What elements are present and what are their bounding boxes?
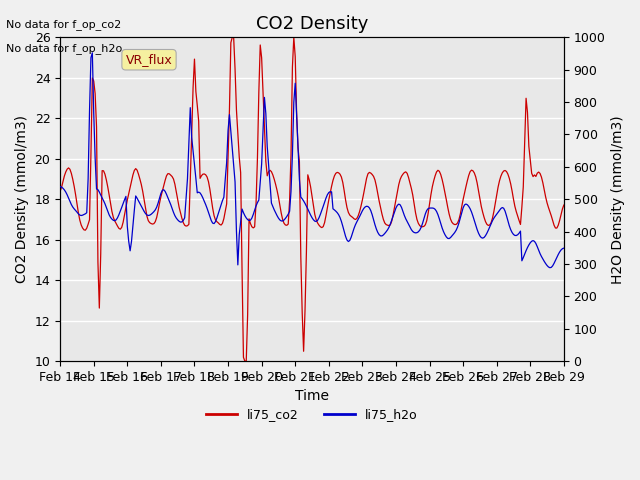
Text: No data for f_op_co2: No data for f_op_co2 (6, 19, 122, 30)
Title: CO2 Density: CO2 Density (256, 15, 368, 33)
Y-axis label: CO2 Density (mmol/m3): CO2 Density (mmol/m3) (15, 115, 29, 283)
X-axis label: Time: Time (295, 389, 329, 403)
Text: VR_flux: VR_flux (125, 53, 172, 66)
Text: No data for f_op_h2o: No data for f_op_h2o (6, 43, 123, 54)
Y-axis label: H2O Density (mmol/m3): H2O Density (mmol/m3) (611, 115, 625, 284)
Legend: li75_co2, li75_h2o: li75_co2, li75_h2o (201, 403, 423, 426)
